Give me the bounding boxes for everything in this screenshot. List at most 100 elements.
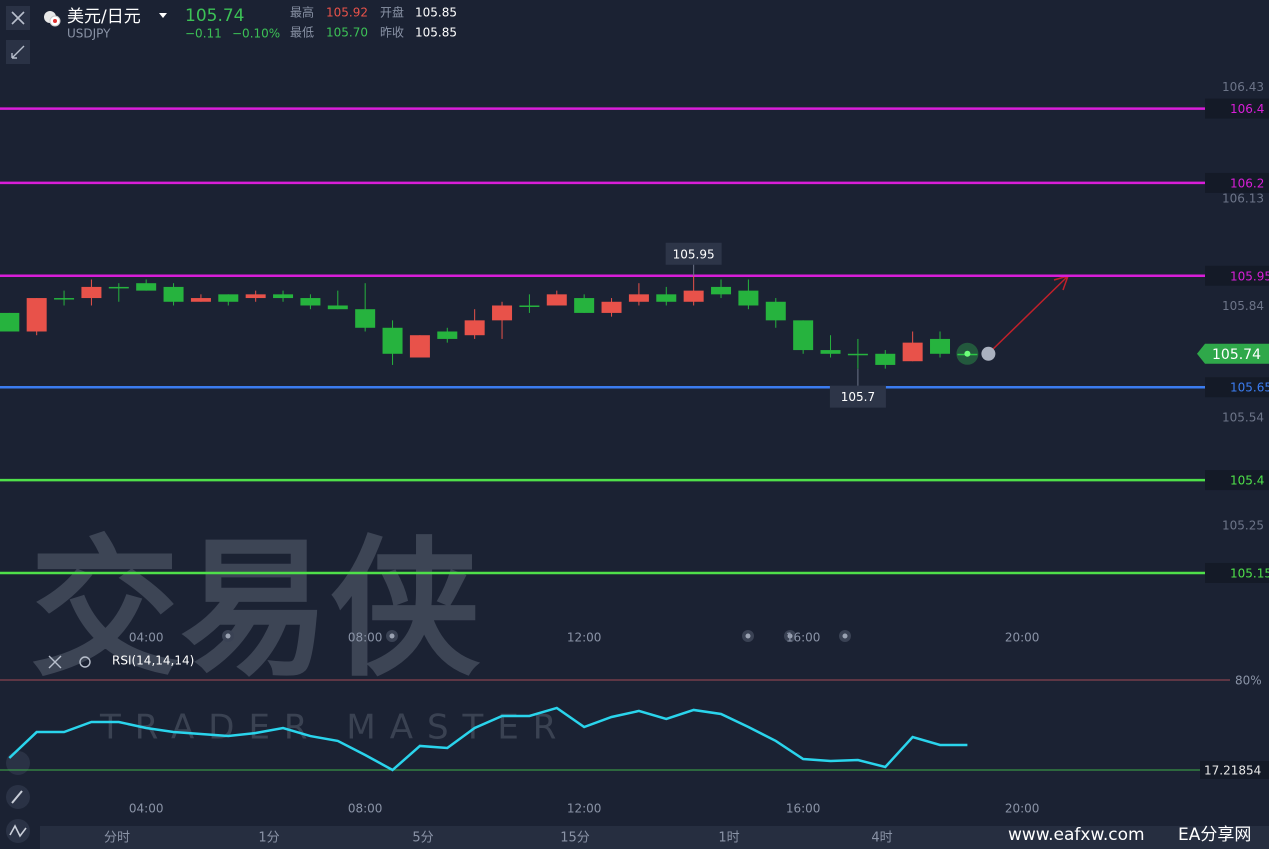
symbol-dropdown[interactable]: [159, 13, 167, 18]
timeframe-tab[interactable]: 15分: [560, 831, 590, 846]
rsi-tick-label: 80%: [1235, 674, 1262, 688]
candle-body: [930, 338, 951, 354]
rsi-close[interactable]: [48, 655, 62, 669]
y-tick-label: 105.25: [1222, 518, 1264, 532]
candle-body: [54, 298, 75, 300]
candle-body: [519, 305, 540, 307]
event-markers: [222, 630, 851, 642]
candle-body: [464, 320, 485, 336]
event-dot-core: [787, 633, 793, 639]
level-label: 105.95: [1230, 269, 1269, 283]
y-tick-label: 105.54: [1222, 411, 1264, 425]
candle-body: [492, 305, 513, 321]
event-dot-core: [389, 633, 395, 639]
candle-body: [601, 301, 622, 313]
candle-body: [136, 283, 157, 291]
timeframe-tab[interactable]: 5分: [412, 831, 433, 846]
level-label-box: [1205, 562, 1269, 583]
indicator-icon: [9, 824, 27, 838]
stat-label: 昨收: [380, 26, 404, 40]
timeframe-bar: [40, 826, 1269, 849]
stat-label: 最高: [290, 5, 314, 20]
flag-jp-dot: [53, 19, 57, 23]
candle-body: [546, 294, 567, 306]
timeframe-tab[interactable]: 1分: [258, 831, 279, 846]
level-label: 105.15: [1230, 566, 1269, 580]
candle-body: [847, 353, 868, 356]
price-badge-label: 105.74: [1212, 347, 1261, 363]
candle-body: [409, 335, 430, 358]
candle-body: [245, 294, 266, 299]
stat-value: 105.70: [326, 26, 368, 40]
watermark-subtitle: TRADER MASTER: [99, 708, 570, 748]
candle-body: [0, 312, 20, 332]
level-label-box: [1205, 470, 1269, 491]
rsi-settings[interactable]: [79, 656, 91, 668]
change: −0.11: [185, 27, 222, 41]
x-tick-label: 20:00: [1005, 802, 1040, 816]
rsi-line: [8, 706, 968, 772]
marker-box: [829, 385, 886, 408]
watermark-title: 交易侠: [30, 523, 481, 697]
x-tick-label: 12:00: [567, 802, 602, 816]
stat-value: 105.85: [415, 6, 457, 20]
candle-body: [793, 320, 814, 351]
candle-body: [628, 294, 649, 302]
x-tick-label: 12:00: [567, 631, 602, 645]
footer-brand: EA分享网: [1178, 825, 1251, 845]
candle-body: [108, 286, 129, 289]
symbol-code: USDJPY: [67, 27, 111, 41]
candle-body: [738, 290, 759, 306]
x-tick-label: 08:00: [348, 802, 383, 816]
candle-body: [163, 286, 184, 302]
marker-label: 105.95: [673, 247, 715, 261]
x-tick-label: 20:00: [1005, 631, 1040, 645]
x-tick-label: 08:00: [348, 631, 383, 645]
stat-value: 105.92: [326, 6, 368, 20]
stat-label: 最低: [290, 26, 314, 40]
y-tick-label: 105.84: [1222, 299, 1264, 313]
chart-layer: 106.43 106.13 105.84 105.54 105.25 04:00 04:00…: [0, 80, 1269, 846]
candle-body: [437, 331, 458, 339]
level-label: 106.4: [1230, 102, 1264, 116]
y-tick-label: 106.13: [1222, 191, 1264, 205]
candle-body: [273, 294, 294, 299]
candle-body: [218, 294, 239, 302]
timeframe-tab[interactable]: 分时: [104, 831, 130, 846]
candle-body: [81, 286, 102, 299]
candle-body: [300, 298, 321, 306]
x-tick-label: 04:00: [129, 802, 164, 816]
price-dot: [964, 350, 971, 357]
x-tick-label: 16:00: [786, 802, 821, 816]
level-label-box: [1205, 172, 1269, 193]
candle-body: [683, 290, 704, 302]
timeframe-tab[interactable]: 1时: [718, 831, 739, 846]
close-icon: [11, 11, 25, 25]
stat-value: 105.85: [415, 26, 457, 40]
candle-body: [875, 353, 896, 365]
price: 105.74: [185, 6, 244, 26]
event-dot-core: [842, 633, 848, 639]
change-pct: −0.10%: [232, 27, 280, 41]
symbol-name[interactable]: 美元/日元: [67, 7, 141, 27]
x-tick-label: 04:00: [129, 631, 164, 645]
pen-icon: [11, 790, 23, 804]
rsi-label-box: [1200, 761, 1269, 779]
rsi-tick-label: 17.21854: [1204, 764, 1261, 778]
candle-body: [820, 350, 841, 354]
info-icon: [981, 346, 996, 361]
stat-label: 开盘: [380, 5, 404, 20]
level-label: 105.65: [1230, 381, 1269, 395]
timeframe-tab[interactable]: 4时: [871, 831, 892, 846]
footer-site: www.eafxw.com: [1008, 825, 1145, 845]
x-tick-label: 16:00: [786, 631, 821, 645]
marker-box: [665, 242, 722, 265]
y-tick-label: 106.43: [1222, 80, 1264, 94]
candle-body: [327, 305, 348, 310]
level-label: 106.2: [1230, 176, 1264, 190]
candle-body: [765, 301, 786, 321]
candle-body: [711, 286, 732, 295]
tool-button[interactable]: [6, 751, 30, 775]
